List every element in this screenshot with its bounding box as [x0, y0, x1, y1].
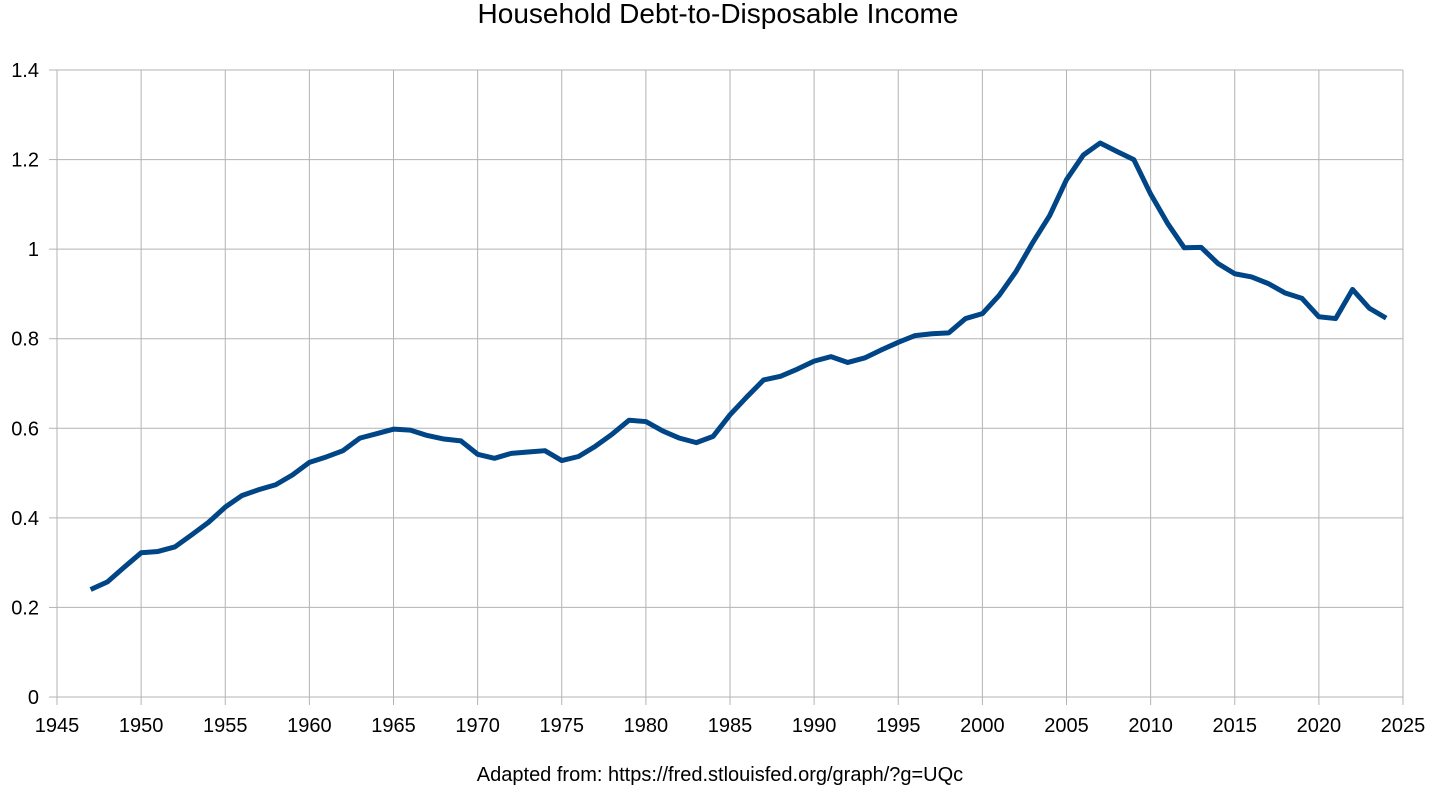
x-tick-label: 2005	[1044, 715, 1089, 737]
x-tick-label: 2020	[1297, 715, 1342, 737]
x-tick-label: 1960	[287, 715, 332, 737]
y-tick-label: 1.2	[11, 150, 39, 172]
x-tick-label: 1955	[203, 715, 248, 737]
x-tick-label: 2010	[1128, 715, 1173, 737]
x-tick-label: 1995	[876, 715, 921, 737]
y-axis-tick-labels: 0 0.2 0.4 0.6 0.8 1 1.2 1.4	[11, 60, 39, 709]
x-tick-label: 1945	[35, 715, 80, 737]
y-tick-label: 1	[28, 239, 39, 261]
x-tick-label: 1965	[371, 715, 416, 737]
data-series	[89, 140, 1388, 592]
y-tick-label: 0	[28, 687, 39, 709]
x-tick-label: 1950	[119, 715, 164, 737]
y-tick-label: 0.2	[11, 597, 39, 619]
y-tick-label: 0.8	[11, 329, 39, 351]
series-line	[89, 140, 1388, 592]
y-tick-label: 1.4	[11, 60, 39, 82]
x-tick-label: 2025	[1381, 715, 1426, 737]
y-tick-label: 0.4	[11, 508, 39, 530]
x-tick-label: 1970	[455, 715, 500, 737]
axes	[49, 69, 1404, 705]
source-note: Adapted from: https://fred.stlouisfed.or…	[476, 764, 964, 786]
x-tick-label: 2000	[960, 715, 1005, 737]
chart-title: Household Debt-to-Disposable Income	[477, 0, 959, 29]
x-tick-label: 1985	[708, 715, 753, 737]
x-tick-label: 1980	[624, 715, 669, 737]
x-tick-label: 2015	[1213, 715, 1258, 737]
x-axis-tick-labels: 1945 1950 1955 1960 1965 1970 1975 1980 1985 1990…	[35, 715, 1426, 737]
x-tick-label: 1990	[792, 715, 837, 737]
x-tick-label: 1975	[540, 715, 585, 737]
y-tick-label: 0.6	[11, 418, 39, 440]
grid-lines	[56, 69, 1404, 698]
